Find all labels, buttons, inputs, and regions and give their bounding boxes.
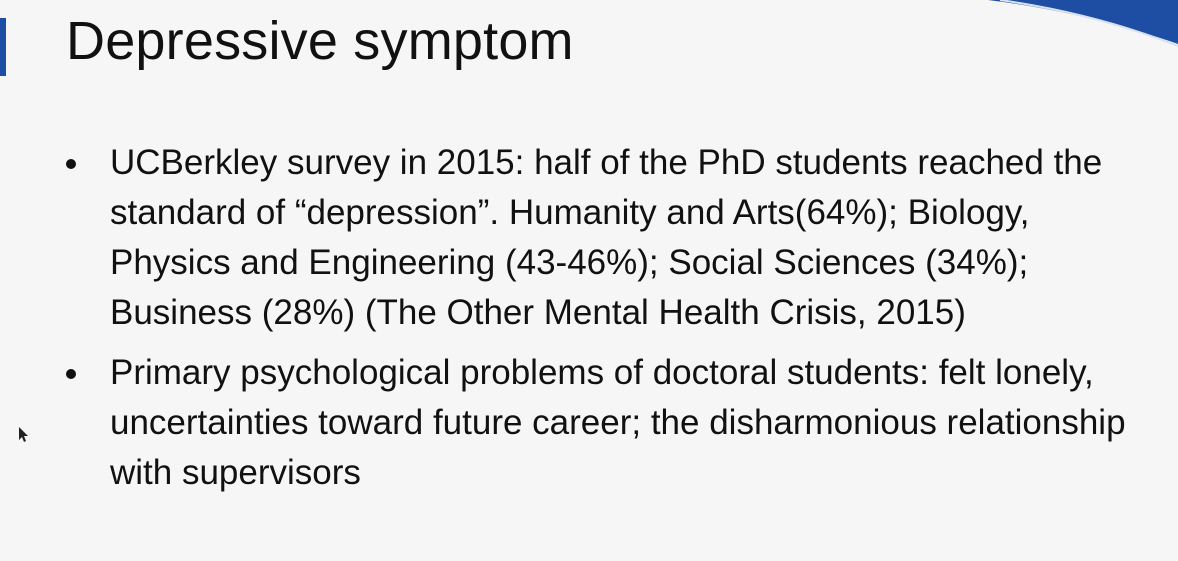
- left-accent-bar: [0, 18, 6, 76]
- bullet-item-survey: UCBerkley survey in 2015: half of the Ph…: [60, 138, 1140, 338]
- bullet-list: UCBerkley survey in 2015: half of the Ph…: [60, 138, 1140, 498]
- corner-swoosh-decoration: [988, 0, 1178, 47]
- bullet-item-problems: Primary psychological problems of doctor…: [60, 348, 1140, 498]
- bullet-text-problems: Primary psychological problems of doctor…: [110, 353, 1126, 492]
- bullet-dot-icon: [66, 159, 76, 169]
- slide-title: Depressive symptom: [66, 11, 574, 71]
- bullet-dot-icon: [66, 369, 76, 379]
- mouse-pointer-icon: [19, 427, 28, 442]
- bullet-text-survey: UCBerkley survey in 2015: half of the Ph…: [110, 143, 1103, 332]
